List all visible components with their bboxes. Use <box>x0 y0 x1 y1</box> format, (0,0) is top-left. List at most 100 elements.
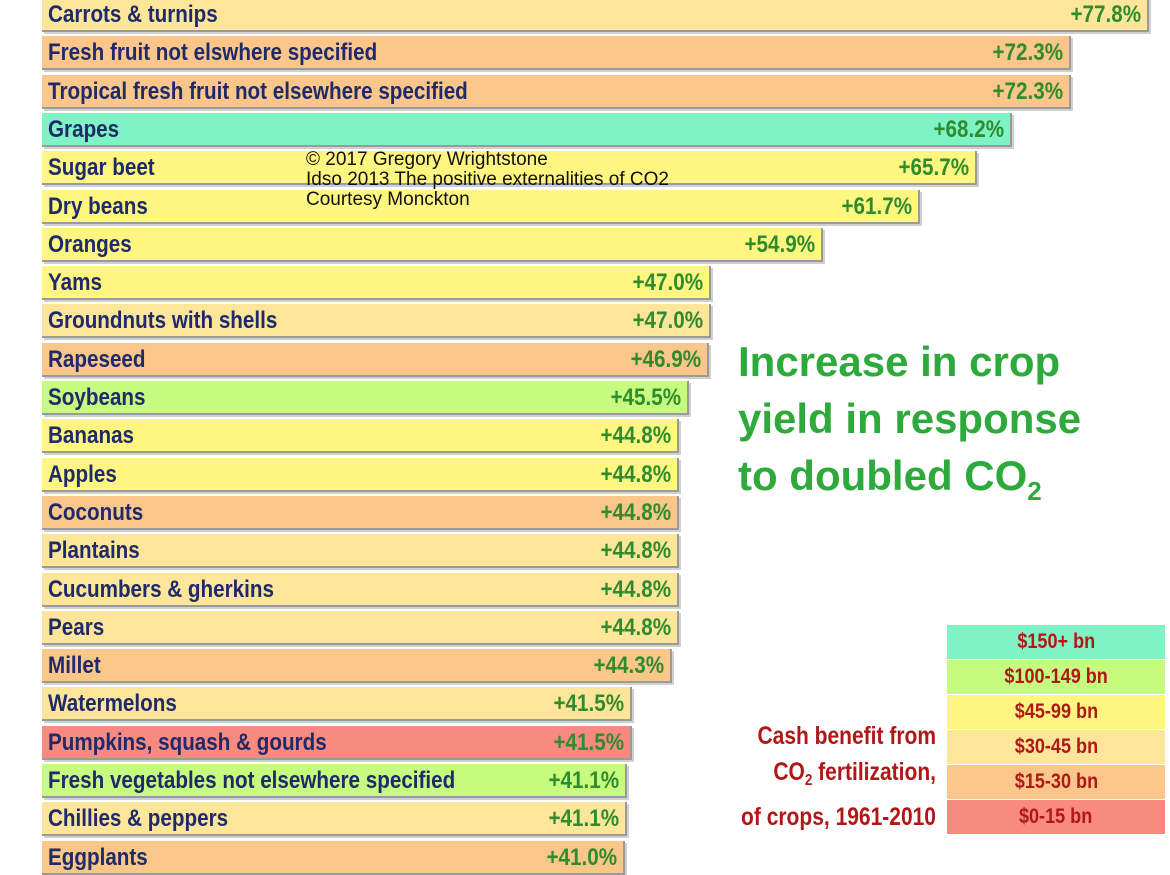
credit-line: Courtesy Monckton <box>306 189 470 210</box>
legend-item: $150+ bn <box>947 625 1165 660</box>
bar-value-label: +54.9% <box>744 230 815 258</box>
bar-category-label: Fresh fruit not elswhere specified <box>48 39 378 67</box>
bar: Cucumbers & gherkins +44.8% <box>42 572 679 607</box>
bar-category-label: Eggplants <box>48 843 148 871</box>
bar-value-label: +47.0% <box>632 269 703 297</box>
bar: Grapes +68.2% <box>42 112 1012 147</box>
legend-caption-text: fertilization, <box>812 758 936 786</box>
bar-category-label: Bananas <box>48 422 135 450</box>
bar-category-label: Plantains <box>48 537 140 565</box>
legend-item: $30-45 bn <box>947 730 1165 765</box>
bar-value-label: +65.7% <box>898 154 969 182</box>
bar-value-label: +46.9% <box>630 345 701 373</box>
legend: $150+ bn $100-149 bn $45-99 bn $30-45 bn $15… <box>947 625 1165 835</box>
bar: Pumpkins, squash & gourds +41.5% <box>42 725 632 760</box>
bar-category-label: Dry beans <box>48 192 148 220</box>
bar-category-label: Yams <box>48 269 102 297</box>
bar: Chillies & peppers +41.1% <box>42 802 627 837</box>
bar-category-label: Grapes <box>48 115 120 143</box>
title-line: Increase in crop <box>738 338 1061 385</box>
bar-value-label: +44.8% <box>600 613 671 641</box>
bar: Carrots & turnips +77.8% <box>42 0 1149 32</box>
bar-value-label: +68.2% <box>933 115 1004 143</box>
legend-item-label: $100-149 bn <box>1004 665 1108 688</box>
bar-category-label: Soybeans <box>48 384 146 411</box>
bar-category-label: Chillies & peppers <box>48 805 229 833</box>
bar-value-label: +44.8% <box>600 537 671 565</box>
bar: Yams +47.0% <box>42 266 711 301</box>
bar-value-label: +77.8% <box>1070 1 1141 28</box>
legend-item-label: $30-45 bn <box>1014 735 1098 758</box>
bar-category-label: Groundnuts with shells <box>48 307 278 335</box>
bar: Soybeans +45.5% <box>42 381 689 415</box>
title-line: to doubled CO2 <box>738 447 1158 520</box>
bar-value-label: +41.0% <box>546 843 617 871</box>
bar: Sugar beet +65.7% <box>42 151 977 186</box>
bar-value-label: +41.1% <box>548 805 619 833</box>
legend-caption-line: Cash benefit from <box>757 722 936 750</box>
legend-item-label: $45-99 bn <box>1014 700 1098 723</box>
bar-value-label: +72.3% <box>992 39 1063 67</box>
bar: Pears +44.8% <box>42 610 679 645</box>
bar-value-label: +44.8% <box>600 575 671 603</box>
bar: Groundnuts with shells +47.0% <box>42 304 711 339</box>
legend-item: $100-149 bn <box>947 660 1165 695</box>
bar-category-label: Cucumbers & gherkins <box>48 575 274 603</box>
legend-caption-text: CO <box>773 758 805 786</box>
bar: Apples +44.8% <box>42 457 679 492</box>
legend-item-label: $150+ bn <box>1017 630 1095 653</box>
legend-caption-line: CO2 fertilization, <box>729 754 936 799</box>
bar: Plantains +44.8% <box>42 534 679 569</box>
bar-value-label: +61.7% <box>841 192 912 220</box>
bar-category-label: Fresh vegetables not elsewhere specified <box>48 767 456 794</box>
bar: Rapeseed +46.9% <box>42 342 709 377</box>
bar-category-label: Oranges <box>48 230 132 258</box>
bar-value-label: +41.1% <box>548 767 619 794</box>
bar: Coconuts +44.8% <box>42 495 679 530</box>
bar-category-label: Watermelons <box>48 690 177 718</box>
bar-value-label: +72.3% <box>992 77 1063 105</box>
bar-category-label: Apples <box>48 460 117 488</box>
title-subscript: 2 <box>1027 476 1042 506</box>
bar-category-label: Carrots & turnips <box>48 1 218 28</box>
credit-block: © 2017 Gregory Wrightstone Idso 2013 The… <box>306 150 669 210</box>
bar-value-label: +44.8% <box>600 460 671 488</box>
bar-value-label: +41.5% <box>553 728 624 756</box>
bar: Bananas +44.8% <box>42 419 679 454</box>
legend-item: $0-15 bn <box>947 800 1165 835</box>
bar: Tropical fresh fruit not elsewhere speci… <box>42 74 1071 109</box>
credit-line: © 2017 Gregory Wrightstone <box>306 149 548 170</box>
bar: Millet +44.3% <box>42 649 672 684</box>
bar: Fresh fruit not elswhere specified +72.3% <box>42 36 1071 71</box>
bar-value-label: +44.8% <box>600 422 671 450</box>
bar-value-label: +41.5% <box>553 690 624 718</box>
bar-category-label: Pears <box>48 613 105 641</box>
title-line-text: to doubled CO <box>738 452 1028 499</box>
bar: Dry beans +61.7% <box>42 189 920 224</box>
bar-value-label: +44.3% <box>593 652 664 680</box>
bar-category-label: Sugar beet <box>48 154 155 182</box>
bar-category-label: Coconuts <box>48 498 144 526</box>
bar-category-label: Rapeseed <box>48 345 146 373</box>
bar-category-label: Pumpkins, squash & gourds <box>48 728 327 756</box>
bar-value-label: +45.5% <box>610 384 681 411</box>
legend-caption: Cash benefit from CO2 fertilization, of … <box>690 718 936 835</box>
bar: Oranges +54.9% <box>42 227 823 262</box>
chart-title: Increase in crop yield in response to do… <box>738 333 1158 520</box>
bar-value-label: +47.0% <box>632 307 703 335</box>
legend-caption-subscript: 2 <box>804 772 813 789</box>
legend-item-label: $15-30 bn <box>1014 770 1098 793</box>
bar-category-label: Tropical fresh fruit not elsewhere speci… <box>48 77 468 105</box>
credit-line: Idso 2013 The positive externalities of … <box>306 169 669 190</box>
title-line: yield in response <box>738 395 1082 442</box>
bar-value-label: +44.8% <box>600 498 671 526</box>
legend-item-label: $0-15 bn <box>1019 805 1093 828</box>
bar-category-label: Millet <box>48 652 101 680</box>
legend-caption-line: of crops, 1961-2010 <box>741 803 936 831</box>
bar: Watermelons +41.5% <box>42 687 632 722</box>
legend-item: $45-99 bn <box>947 695 1165 730</box>
legend-item: $15-30 bn <box>947 765 1165 800</box>
bar: Eggplants +41.0% <box>42 840 625 875</box>
bar: Fresh vegetables not elsewhere specified… <box>42 764 627 798</box>
